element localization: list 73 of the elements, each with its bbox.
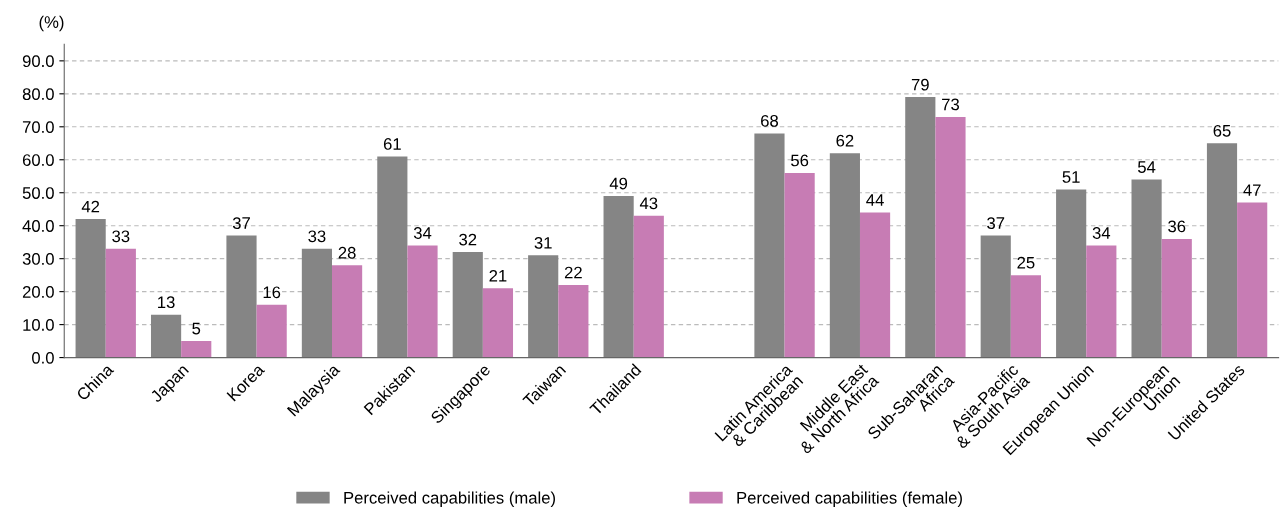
y-tick-label: 80.0: [22, 88, 54, 101]
data-label: 16: [263, 286, 281, 299]
y-tick-label: 40.0: [22, 220, 54, 232]
data-label: 51: [1062, 171, 1080, 183]
bar: [332, 265, 363, 358]
bar: [829, 153, 860, 358]
bar: [935, 116, 966, 358]
bar: [226, 235, 257, 358]
data-label: 68: [761, 114, 779, 127]
y-tick-label: 60.0: [22, 154, 54, 166]
bar: [301, 248, 332, 358]
bar: [528, 255, 559, 358]
y-tick-label: 70.0: [22, 121, 54, 133]
bar: [980, 235, 1011, 358]
data-label: 73: [942, 98, 960, 111]
data-label: 5: [192, 322, 201, 335]
bar: [256, 304, 287, 358]
y-tick-label: 0.0: [32, 351, 54, 364]
data-label: 61: [383, 138, 401, 150]
bar: [784, 172, 815, 358]
data-label: 33: [308, 230, 326, 243]
bar: [407, 245, 438, 358]
data-label: 49: [609, 177, 628, 190]
data-label: 36: [1168, 220, 1186, 233]
legend-label: Perceived capabilities (female): [737, 491, 962, 507]
bar: [150, 314, 182, 358]
y-tick-label: 20.0: [22, 286, 54, 298]
bar: [75, 219, 106, 358]
data-label: 25: [1017, 256, 1035, 269]
bar: [1010, 275, 1041, 358]
legend-label: Perceived capabilities (male): [344, 491, 556, 507]
bar: [1206, 143, 1238, 358]
data-label: 31: [534, 236, 552, 249]
bar: [452, 252, 483, 358]
bar: [633, 215, 664, 358]
bar: [482, 288, 514, 358]
data-label: 33: [112, 230, 130, 243]
data-label: 34: [413, 227, 432, 239]
data-label: 43: [639, 197, 658, 210]
y-tick-label: 10.0: [23, 319, 54, 331]
bar: [1131, 179, 1162, 358]
bar: [905, 97, 936, 358]
data-label: 47: [1243, 184, 1261, 196]
data-label: 44: [866, 194, 884, 206]
bar: [1086, 245, 1117, 358]
bar: [754, 133, 785, 358]
bar: [1237, 202, 1268, 358]
bar: [105, 248, 136, 358]
bar: [181, 341, 212, 358]
data-label: 62: [836, 134, 854, 147]
data-label: 65: [1213, 124, 1231, 137]
bar: [558, 285, 589, 358]
bar: [1161, 238, 1192, 358]
y-tick-label: 30.0: [22, 253, 54, 265]
data-label: 32: [459, 233, 477, 246]
data-label: 28: [338, 246, 356, 259]
data-label: 13: [158, 296, 175, 309]
bar: [859, 212, 891, 358]
data-label: 37: [232, 217, 250, 229]
data-label: 21: [489, 269, 507, 282]
data-label: 54: [1137, 161, 1156, 173]
data-label: 56: [791, 154, 809, 167]
data-label: 79: [911, 78, 929, 91]
data-label: 42: [81, 200, 100, 213]
data-label: 37: [987, 217, 1005, 229]
y-tick-label: 50.0: [22, 187, 54, 199]
bar: [377, 156, 408, 358]
data-label: 34: [1092, 227, 1111, 239]
y-axis-title: (%): [39, 15, 64, 32]
y-tick-label: 90.0: [22, 55, 54, 68]
data-label: 22: [564, 266, 582, 279]
bar: [1056, 189, 1087, 358]
bar: [603, 196, 634, 358]
